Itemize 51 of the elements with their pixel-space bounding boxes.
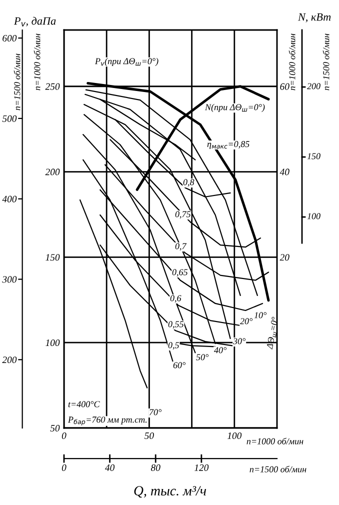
text: n=1000 об/мин [34, 34, 40, 90]
x-tick-label: 50 [144, 432, 154, 440]
annotation: 20° [240, 318, 252, 324]
x-axis-title: n=1000 об/мин [246, 438, 304, 444]
y3-tick-label: 300 [2, 276, 17, 283]
annotation: 40° [214, 347, 226, 354]
y-tick-label: 50 [50, 424, 60, 432]
text: n=1000 об/мин [288, 34, 296, 90]
text: Q, тыс. м³/ч [134, 486, 206, 498]
annotation: 0,5 [168, 342, 180, 350]
annotation: 0,7 [175, 243, 187, 251]
annotation: P$_{v}$(при ΔΘ$_{ш}$=0°) [94, 58, 158, 66]
annotation: η$_{макс}$=0,85 [207, 141, 250, 149]
annotation: 60° [173, 362, 186, 368]
text: 200 [307, 83, 320, 90]
y-axis-title: P$_{v}$, даПа [14, 16, 56, 26]
annotation: 0,75 [175, 211, 191, 219]
y3-tick-label: 200 [2, 356, 17, 364]
annotation: t=400°C [68, 401, 100, 408]
annotation: 0,6 [170, 295, 182, 303]
x2-tick-label: 120 [194, 464, 209, 471]
y2-axis-title: N, кВт [298, 13, 331, 22]
x2-axis-title: n=1500 об/мин [250, 466, 306, 472]
y-tick-label: 250 [45, 83, 60, 90]
x2-tick-label: 80 [150, 464, 160, 471]
y2-tick-label: 20 [280, 254, 290, 261]
annotation: 50° [196, 354, 208, 360]
x-tick-label: 0 [62, 432, 66, 440]
annotation: 70° [150, 409, 162, 416]
y-tick-label: 100 [46, 340, 60, 346]
annotation: 0,55 [168, 321, 184, 329]
annotation: 10° [254, 312, 266, 318]
text: 100 [307, 213, 320, 220]
y2-tick-label: 40 [280, 168, 290, 176]
y2-tick-label: 60 [280, 83, 290, 90]
text: 150 [307, 153, 320, 160]
y3-tick-label: 400 [2, 196, 17, 202]
y3-tick-label: 500 [2, 115, 17, 122]
text: n=1500 об/мин [322, 34, 330, 90]
annotation: N(при ΔΘ$_{ш}$=0°) [204, 104, 265, 112]
annotation: 0,65 [172, 269, 188, 277]
annotation: 0,8 [183, 179, 194, 187]
y3-tick-label: 600 [2, 34, 17, 42]
text: n=1500 об/мин [14, 54, 20, 110]
y-tick-label: 150 [46, 254, 60, 261]
x2-tick-label: 40 [104, 464, 115, 471]
annotation: 30° [232, 338, 246, 344]
annotation: P$_{бар}$=760 мм рт.ст. [68, 416, 147, 426]
x-tick-label: 100 [227, 432, 242, 440]
y-tick-label: 200 [45, 168, 60, 176]
x2-tick-label: 0 [62, 464, 66, 471]
